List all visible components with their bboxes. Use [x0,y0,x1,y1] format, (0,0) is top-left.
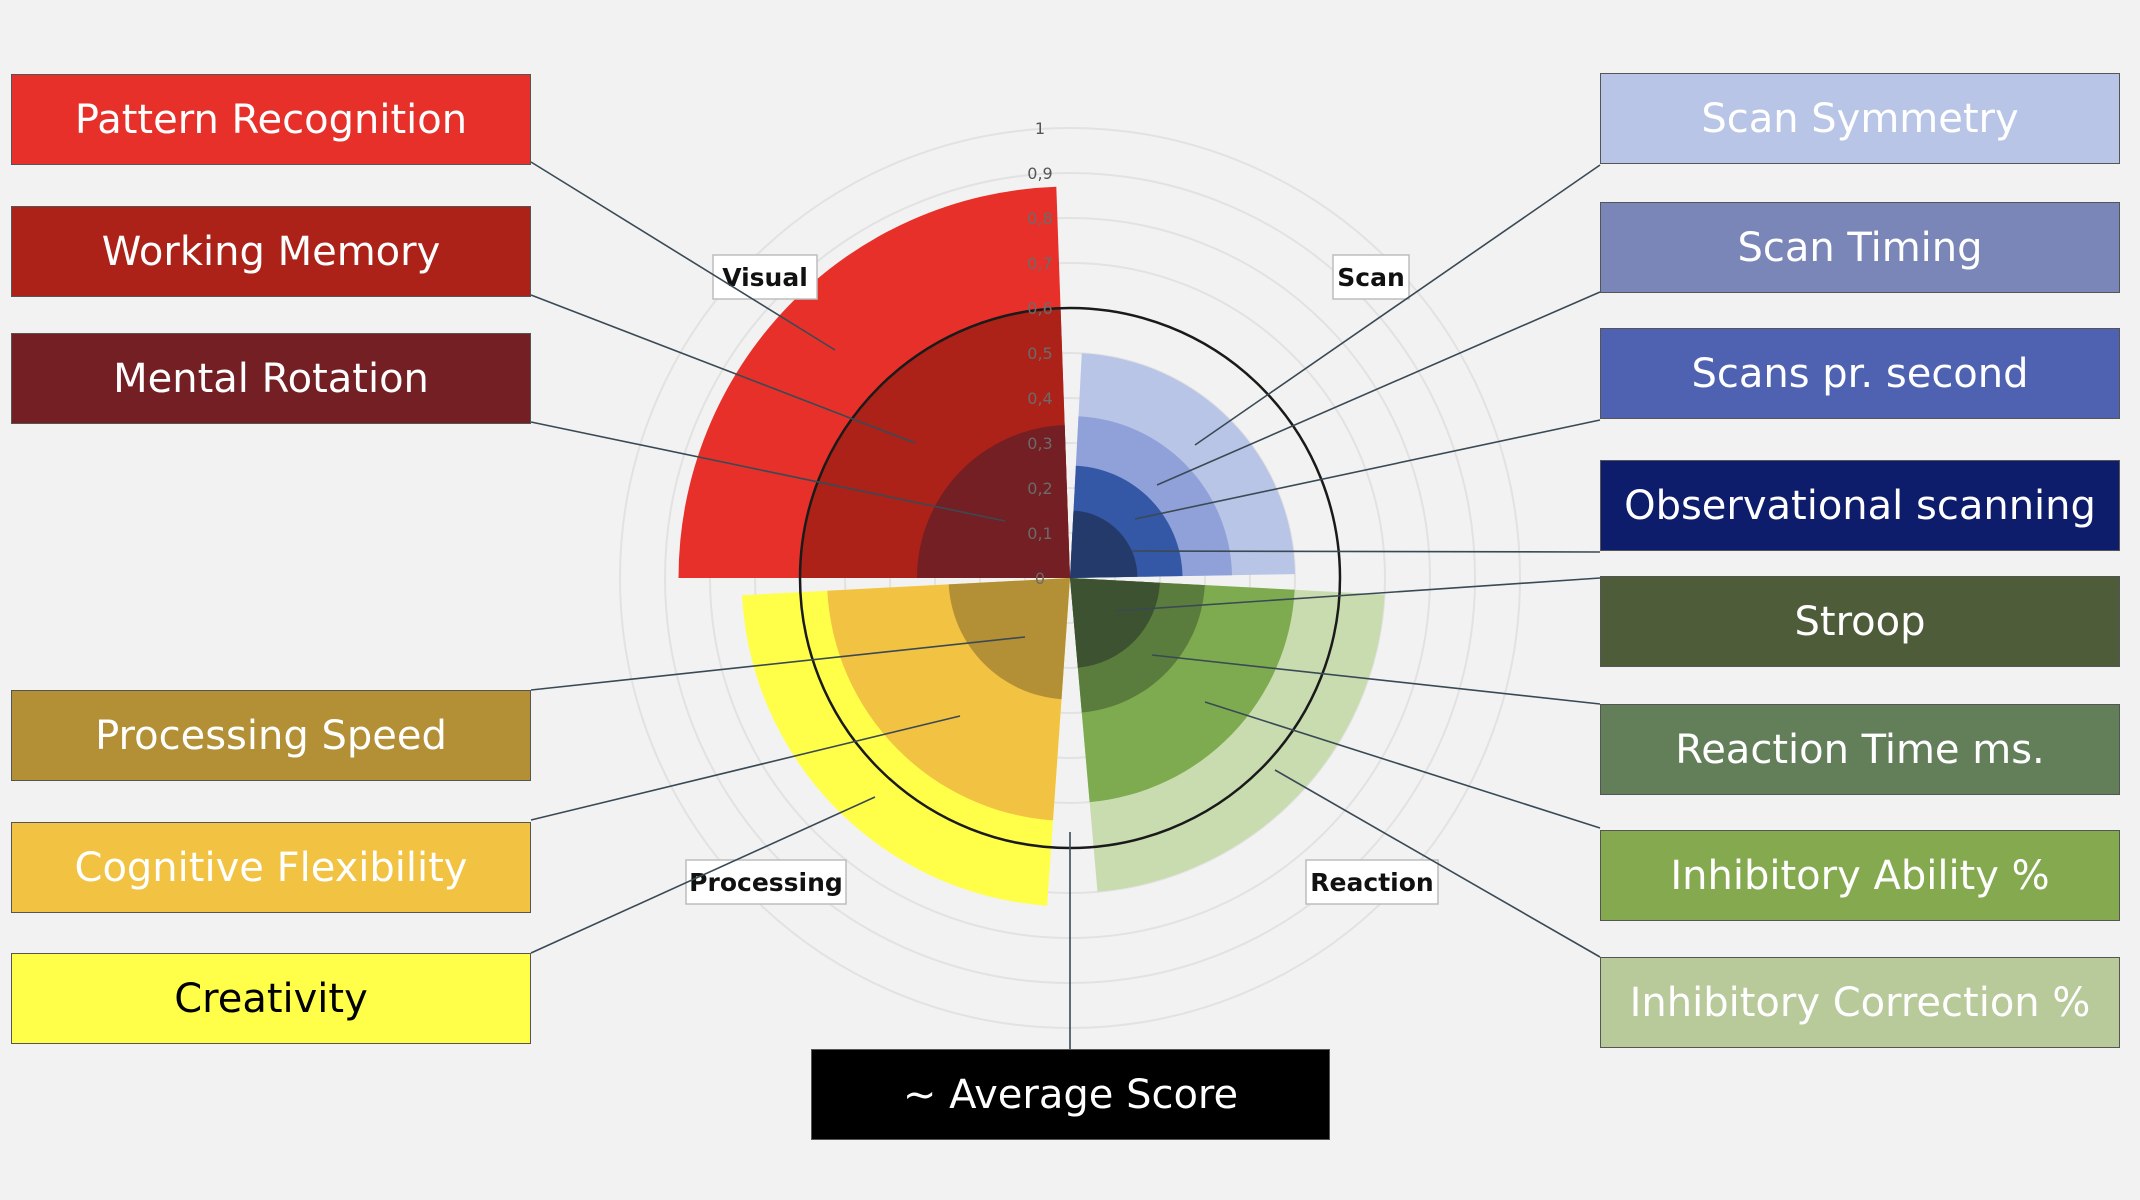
tick-label: 1 [1035,119,1045,138]
legend-cognitive-flexibility: Cognitive Flexibility [11,822,531,913]
tick-label: 0,5 [1027,344,1052,363]
tick-label: 0,9 [1027,164,1052,183]
leader-line [530,636,1026,691]
tick-label: 0,7 [1027,254,1052,273]
bar-stroop [1070,578,1160,668]
legend-scans-per-second: Scans pr. second [1600,328,2120,419]
legend-stroop: Stroop [1600,576,2120,667]
legend-scan-timing: Scan Timing [1600,202,2120,293]
legend-inhibitory-correction: Inhibitory Correction % [1600,957,2120,1048]
group-label-box [685,859,847,905]
bar-observational-scanning [1070,510,1138,578]
legend-observational-scanning: Observational scanning [1600,460,2120,551]
legend-working-memory: Working Memory [11,206,531,297]
leader-line [1114,577,1601,612]
tick-label: 0,2 [1027,479,1052,498]
bar-mental-rotation [917,425,1070,578]
leader-line [530,796,876,954]
legend-reaction-time: Reaction Time ms. [1600,704,2120,795]
legend-pattern-recognition: Pattern Recognition [11,74,531,165]
leader-line [1131,550,1601,553]
group-label-processing: Processing [689,868,843,897]
leader-line [530,161,836,351]
leader-line [530,715,961,821]
leader-line [1204,701,1601,829]
group-label-visual: Visual [722,263,808,292]
legend-processing-speed: Processing Speed [11,690,531,781]
group-label-box [1332,254,1410,300]
group-label-reaction: Reaction [1310,868,1433,897]
tick-label: 0,1 [1027,524,1052,543]
leader-line [1156,291,1601,486]
group-label-box [712,254,818,300]
group-label-scan: Scan [1337,263,1405,292]
tick-label: 0 [1035,569,1045,588]
leader-line [530,294,916,444]
leader-line [1194,164,1601,446]
tick-label: 0,6 [1027,299,1052,318]
legend-creativity: Creativity [11,953,531,1044]
leader-line [1134,419,1601,520]
group-label-box [1305,859,1439,905]
leader-line [1151,654,1601,705]
tick-label: 0,3 [1027,434,1052,453]
leader-line [1274,769,1601,958]
legend-average-score: ~ Average Score [811,1049,1330,1140]
legend-inhibitory-ability: Inhibitory Ability % [1600,830,2120,921]
leader-line [530,421,1006,522]
legend-scan-symmetry: Scan Symmetry [1600,73,2120,164]
legend-mental-rotation: Mental Rotation [11,333,531,424]
tick-label: 0,8 [1027,209,1052,228]
tick-label: 0,4 [1027,389,1052,408]
